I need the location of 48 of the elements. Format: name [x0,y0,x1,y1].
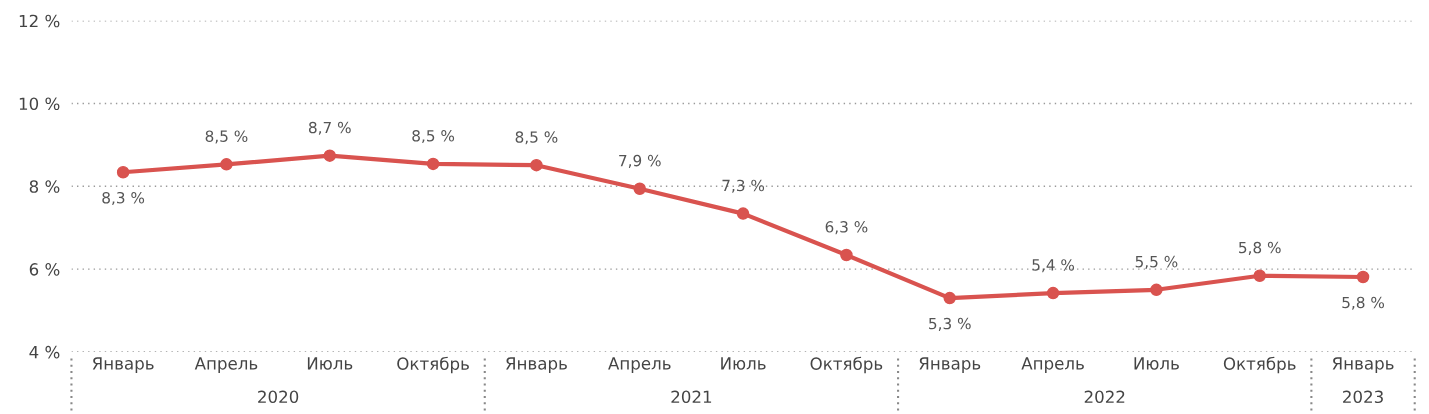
point [116,165,130,179]
data-label: 5,8 % [1342,296,1385,310]
x-tick-label: Апрель [194,357,258,373]
data-label: 8,5 % [412,129,455,144]
point [1150,283,1163,297]
data-label: 5,8 % [1239,241,1281,255]
point [426,157,440,171]
data-label: 6,3 % [825,221,868,235]
x-tick-label: Январь [92,357,154,373]
text: 2022 [1084,390,1125,404]
data-label: 5,3 % [929,317,971,331]
text: 2020 [258,390,299,404]
text: 2023 [1343,390,1383,404]
point [736,207,750,220]
x-tick-label: Апрель [608,357,671,373]
data-label: 5,4 % [1032,259,1075,273]
x-tick-label: Октябрь [397,356,469,374]
point [323,149,337,162]
data-label: 8,3 % [102,191,145,206]
x-tick-label: Октябрь [1223,356,1296,374]
point [840,248,853,262]
point [530,158,543,172]
data-label: 8,5 % [515,131,558,145]
x-tick-label: Январь [1332,357,1394,373]
point [1356,270,1370,284]
data-label: 5,5 % [1135,255,1178,269]
point [943,291,956,305]
y-tick-label: 4 % [29,345,60,359]
x-tick-label: Июль [1134,357,1179,370]
y-tick-label: 8 % [29,180,60,193]
x-tick-label: Апрель [1021,357,1084,373]
point [1046,286,1060,300]
data-label: 7,9 % [619,154,661,168]
data-label: 8,7 % [308,121,351,135]
x-tick-label: Январь [506,357,567,373]
point [633,182,647,196]
x-tick-label: Июль [721,357,766,370]
y-tick-label: 6 % [29,263,60,276]
x-tick-label: Январь [919,357,981,373]
data-label: 7,3 % [722,179,765,193]
x-tick-label: Октябрь [810,356,883,374]
x-tick-label: Июль [307,357,353,370]
text: 2021 [671,390,712,404]
y-tick-label: 12 % [19,14,60,28]
y-tick-label: 10 % [19,97,60,111]
point [1253,269,1266,282]
data-label: 8,5 % [205,130,248,144]
point [220,158,233,171]
